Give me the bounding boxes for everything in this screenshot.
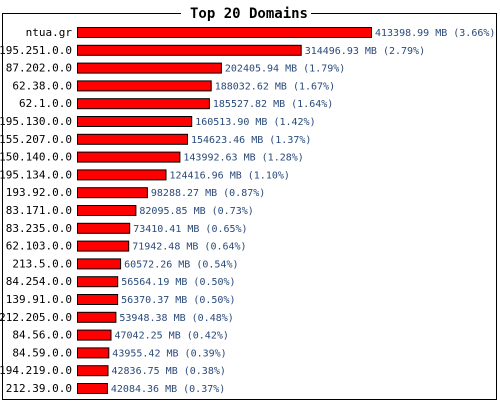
category-label: 150.140.0.0 xyxy=(0,151,72,164)
category-label: 195.134.0.0 xyxy=(0,168,72,181)
bar-row: 155.207.0.0 154623.46 MB (1.37%) xyxy=(0,133,311,146)
value-label: 82095.85 MB (0.73%) xyxy=(139,206,253,217)
value-label: 314496.93 MB (2.79%) xyxy=(305,46,425,57)
category-label: 213.5.0.0 xyxy=(12,257,72,270)
category-label: 212.205.0.0 xyxy=(0,311,72,324)
bar xyxy=(77,383,108,394)
bar-row: 84.59.0.0 43955.42 MB (0.39%) xyxy=(12,346,226,359)
bar-row: 150.140.0.0 143992.63 MB (1.28%) xyxy=(0,151,304,164)
category-label: 83.235.0.0 xyxy=(6,222,72,235)
bar xyxy=(77,365,109,377)
bar xyxy=(77,133,188,145)
bar-row: 212.205.0.0 53948.38 MB (0.48%) xyxy=(0,311,234,324)
value-label: 413398.99 MB (3.66%) xyxy=(375,28,495,39)
bar xyxy=(77,151,181,163)
bar xyxy=(77,294,119,305)
category-label: 62.38.0.0 xyxy=(12,79,72,92)
bar xyxy=(77,27,372,38)
bar-row: 212.39.0.0 42084.36 MB (0.37%) xyxy=(6,382,226,395)
category-label: 84.56.0.0 xyxy=(12,329,72,342)
bar-row: 195.134.0.0 124416.96 MB (1.10%) xyxy=(0,168,290,181)
bar xyxy=(77,276,119,288)
bar xyxy=(77,44,302,56)
category-label: 83.171.0.0 xyxy=(6,204,72,217)
category-label: 195.251.0.0 xyxy=(0,44,72,57)
category-label: 194.219.0.0 xyxy=(0,364,72,377)
bar xyxy=(77,311,117,323)
value-label: 56564.19 MB (0.50%) xyxy=(121,277,235,288)
category-label: 155.207.0.0 xyxy=(0,133,72,146)
category-label: 62.1.0.0 xyxy=(19,97,72,110)
value-label: 71942.48 MB (0.64%) xyxy=(132,242,246,253)
bar xyxy=(77,347,110,359)
bar-row: 84.254.0.0 56564.19 MB (0.50%) xyxy=(6,275,236,288)
bar xyxy=(77,205,137,216)
bar xyxy=(77,116,193,127)
chart-title: Top 20 Domains xyxy=(190,6,308,22)
title-background xyxy=(181,3,311,23)
bar-rows: ntua.gr 413398.99 MB (3.66%) 195.251.0.0 31… xyxy=(0,26,495,395)
bar xyxy=(77,62,222,74)
value-label: 154623.46 MB (1.37%) xyxy=(191,135,311,146)
category-label: 139.91.0.0 xyxy=(6,293,72,306)
value-label: 43955.42 MB (0.39%) xyxy=(112,348,226,359)
value-label: 60572.26 MB (0.54%) xyxy=(124,259,238,270)
bar xyxy=(77,80,212,92)
bar xyxy=(77,187,148,199)
bar-row: ntua.gr 413398.99 MB (3.66%) xyxy=(26,26,496,39)
category-label: 87.202.0.0 xyxy=(6,62,72,75)
bar-row: 84.56.0.0 47042.25 MB (0.42%) xyxy=(12,329,229,342)
bar xyxy=(77,240,130,252)
bar-row: 83.235.0.0 73410.41 MB (0.65%) xyxy=(6,222,248,235)
value-label: 47042.25 MB (0.42%) xyxy=(115,331,229,342)
category-label: 84.254.0.0 xyxy=(6,275,72,288)
bar xyxy=(77,98,210,110)
bar-row: 213.5.0.0 60572.26 MB (0.54%) xyxy=(12,257,238,270)
bar-row: 195.251.0.0 314496.93 MB (2.79%) xyxy=(0,44,425,57)
value-label: 185527.82 MB (1.64%) xyxy=(213,99,333,110)
category-label: 62.103.0.0 xyxy=(6,240,72,253)
value-label: 160513.90 MB (1.42%) xyxy=(195,117,315,128)
category-label: ntua.gr xyxy=(26,26,73,39)
bar-row: 83.171.0.0 82095.85 MB (0.73%) xyxy=(6,204,254,217)
value-label: 56370.37 MB (0.50%) xyxy=(121,295,235,306)
value-label: 124416.96 MB (1.10%) xyxy=(170,170,290,181)
bar xyxy=(77,222,131,234)
category-label: 193.92.0.0 xyxy=(6,186,72,199)
bar xyxy=(77,258,122,270)
value-label: 188032.62 MB (1.67%) xyxy=(215,81,335,92)
bar-row: 139.91.0.0 56370.37 MB (0.50%) xyxy=(6,293,236,306)
category-label: 84.59.0.0 xyxy=(12,346,72,359)
bar-row: 193.92.0.0 98288.27 MB (0.87%) xyxy=(6,186,266,199)
bar-row: 195.130.0.0 160513.90 MB (1.42%) xyxy=(0,115,316,128)
value-label: 42084.36 MB (0.37%) xyxy=(111,384,225,395)
bar-row: 194.219.0.0 42836.75 MB (0.38%) xyxy=(0,364,226,377)
bar-row: 62.38.0.0 188032.62 MB (1.67%) xyxy=(12,79,335,92)
bar-row: 87.202.0.0 202405.94 MB (1.79%) xyxy=(6,62,346,75)
value-label: 202405.94 MB (1.79%) xyxy=(225,64,345,75)
value-label: 53948.38 MB (0.48%) xyxy=(119,313,233,324)
value-label: 98288.27 MB (0.87%) xyxy=(151,188,265,199)
bar xyxy=(77,329,112,341)
value-label: 143992.63 MB (1.28%) xyxy=(183,153,303,164)
category-label: 195.130.0.0 xyxy=(0,115,72,128)
category-label: 212.39.0.0 xyxy=(6,382,72,395)
value-label: 73410.41 MB (0.65%) xyxy=(133,224,247,235)
bar-row: 62.103.0.0 71942.48 MB (0.64%) xyxy=(6,240,247,253)
bar xyxy=(77,169,167,181)
value-label: 42836.75 MB (0.38%) xyxy=(112,366,226,377)
bar-row: 62.1.0.0 185527.82 MB (1.64%) xyxy=(19,97,333,110)
